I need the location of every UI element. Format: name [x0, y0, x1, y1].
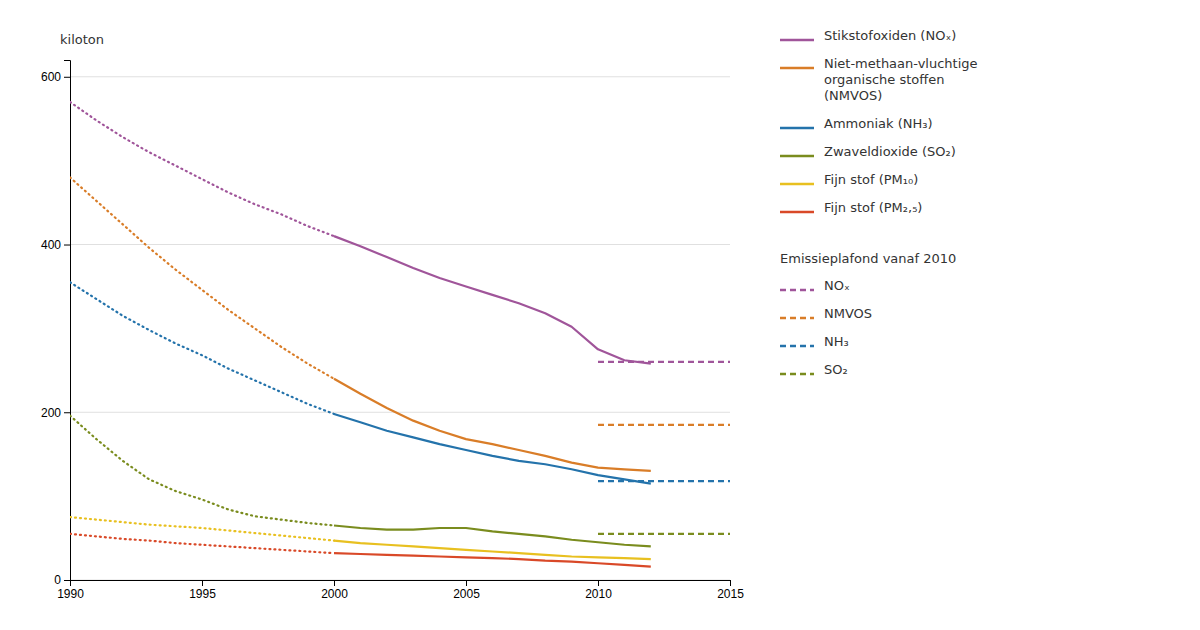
legend-swatch [780, 155, 814, 158]
y-tick-mark [64, 77, 70, 78]
x-tick: 2005 [453, 580, 480, 601]
x-tick: 1990 [57, 580, 84, 601]
legend: Stikstofoxiden (NOₓ) Niet-methaan-vluchti… [780, 28, 978, 377]
legend-label: NOₓ [824, 278, 850, 293]
y-tick-label: 400 [41, 238, 61, 252]
legend-item: NMVOS [780, 306, 872, 321]
x-tick: 2015 [717, 580, 744, 601]
x-tick-label: 2015 [717, 587, 744, 601]
x-tick-label: 1990 [57, 587, 84, 601]
legend-item: Zwaveldioxide (SO₂) [780, 144, 956, 159]
y-tick: 600 [41, 70, 70, 84]
legend-swatch [780, 317, 814, 320]
x-tick-mark [202, 580, 203, 586]
y-axis: 0 200 400 600 [41, 61, 71, 588]
y-tick-mark [64, 412, 70, 413]
legend-item: NOₓ [780, 278, 850, 293]
legend-swatch [780, 289, 814, 292]
legend-item: SO₂ [780, 362, 848, 377]
y-tick-label: 0 [54, 573, 61, 587]
x-tick: 2010 [585, 580, 612, 601]
legend-item: Fijn stof (PM₂,₅) [780, 200, 922, 215]
series-line [70, 177, 334, 378]
legend-label: NH₃ [824, 334, 849, 349]
legend-swatch [780, 373, 814, 376]
series-line [334, 236, 651, 363]
x-tick-mark [598, 580, 599, 586]
legend-swatch [780, 345, 814, 348]
series-line [70, 102, 334, 236]
legend-title: Emissieplafond vanaf 2010 [780, 251, 956, 266]
x-tick: 1995 [189, 580, 216, 601]
ceiling-line [598, 424, 730, 426]
y-tick: 400 [41, 238, 70, 252]
y-tick-label: 200 [41, 406, 61, 420]
legend-item: Stikstofoxiden (NOₓ) [780, 28, 956, 43]
legend-label: Stikstofoxiden (NOₓ) [824, 28, 956, 43]
series-line [334, 525, 651, 546]
x-tick-label: 2000 [321, 587, 348, 601]
legend-label: Ammoniak (NH₃) [824, 116, 933, 131]
legend-label: SO₂ [824, 362, 848, 377]
ceiling-line [598, 533, 730, 535]
legend-swatch [780, 211, 814, 214]
plot-area [70, 102, 730, 567]
legend-label: NMVOS [824, 306, 872, 321]
series-line [70, 534, 334, 553]
grid-line [70, 412, 730, 413]
x-tick-mark [466, 580, 467, 586]
y-tick-label: 600 [41, 70, 61, 84]
x-tick-label: 2005 [453, 587, 480, 601]
ceiling-line [598, 361, 730, 363]
legend-label: Fijn stof (PM₂,₅) [824, 200, 922, 215]
x-tick-label: 1995 [189, 587, 216, 601]
ceiling-line [598, 480, 730, 482]
grid [70, 77, 730, 580]
x-axis-line [71, 581, 731, 587]
x-tick-mark [730, 580, 731, 586]
legend-label: Fijn stof (PM₁₀) [824, 172, 918, 187]
legend-item: NH₃ [780, 334, 849, 349]
chart: 1990 1995 2000 2005 2010 2015 0 200 400 600 kiloto… [0, 0, 1200, 630]
y-tick-mark [64, 580, 70, 581]
legend-swatch [780, 39, 814, 42]
series-line [70, 416, 334, 526]
legend-label: Niet-methaan-vluchtigeorganische stoffen… [824, 56, 978, 103]
legend-item: Niet-methaan-vluchtigeorganische stoffen… [780, 56, 978, 103]
legend-item: Ammoniak (NH₃) [780, 116, 933, 131]
x-tick: 2000 [321, 580, 348, 601]
series-line [70, 282, 334, 414]
x-axis: 1990 1995 2000 2005 2010 2015 [57, 580, 744, 601]
legend-item: Fijn stof (PM₁₀) [780, 172, 918, 187]
y-axis-line [64, 61, 71, 581]
legend-swatch [780, 183, 814, 186]
series-line [334, 553, 651, 566]
y-tick: 0 [54, 573, 70, 587]
x-tick-label: 2010 [585, 587, 612, 601]
y-tick-mark [64, 245, 70, 246]
grid-line [70, 76, 730, 77]
y-tick: 200 [41, 406, 70, 420]
series-line [334, 541, 651, 559]
x-tick-mark [334, 580, 335, 586]
y-axis-title: kiloton [60, 32, 104, 47]
legend-swatch [780, 67, 814, 70]
legend-label: Zwaveldioxide (SO₂) [824, 144, 956, 159]
legend-swatch [780, 127, 814, 130]
grid-line [70, 244, 730, 245]
